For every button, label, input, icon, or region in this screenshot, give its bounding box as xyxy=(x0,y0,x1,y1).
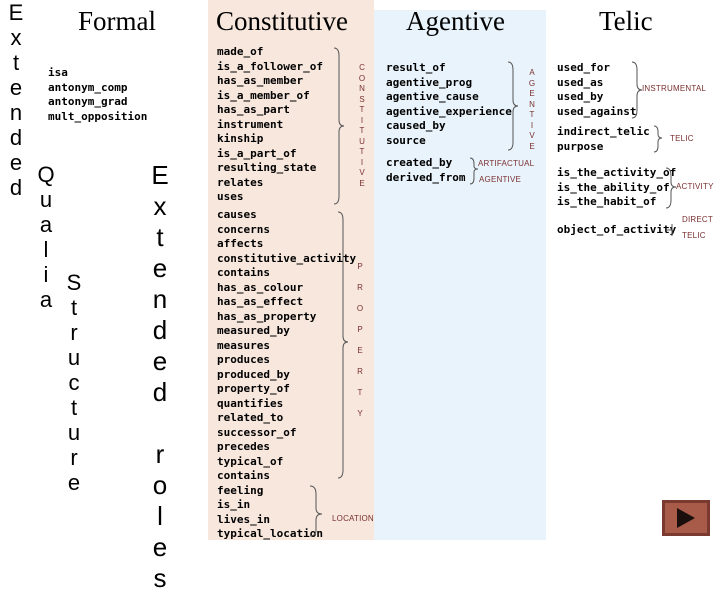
list-item: is_a_part_of xyxy=(217,146,297,160)
list-item: agentive_cause xyxy=(386,90,479,103)
list-item: used_as xyxy=(557,75,604,89)
list-item: uses xyxy=(217,190,244,203)
agentive-bracket xyxy=(507,61,519,151)
qualia-vertical-label: Q u a l i a xyxy=(37,162,55,312)
list-item: affects xyxy=(217,237,264,250)
next-slide-button[interactable] xyxy=(662,500,710,536)
list-item: has_as_member xyxy=(217,74,304,87)
list-item: caused_by xyxy=(386,119,446,132)
list-item: lives_in xyxy=(217,512,270,526)
list-item: is_a_follower_of xyxy=(217,59,323,73)
activity-label: ACTIVITY xyxy=(676,182,714,191)
instrumental-relation-list: used_for used_as used_by used_against xyxy=(557,61,636,119)
direct-telic-relation-list: object_of_activity xyxy=(557,223,676,238)
list-item: made_of xyxy=(217,45,264,58)
list-item: mult_opposition xyxy=(48,109,148,123)
list-item: antonym_grad xyxy=(48,95,128,108)
list-item: is_the_ability_of xyxy=(557,180,670,194)
list-item: indirect_telic xyxy=(557,125,650,138)
list-item: precedes xyxy=(217,440,270,453)
telic-panel xyxy=(546,0,720,540)
activity-bracket xyxy=(665,167,677,209)
list-item: isa xyxy=(48,66,68,79)
list-item: relates xyxy=(217,175,264,189)
location-group-label: LOCATION xyxy=(332,514,374,523)
list-item: resulting_state xyxy=(217,161,317,174)
agentive-group-label: A G E N T I V E xyxy=(528,68,536,151)
list-item: produces xyxy=(217,353,270,366)
telic-title: Telic xyxy=(599,6,653,36)
property-group-label: P R O P E R T Y xyxy=(356,262,364,418)
constitutive-title: Constitutive xyxy=(216,6,349,36)
list-item: source xyxy=(386,133,426,147)
list-item: purpose xyxy=(557,139,604,153)
list-item: used_against xyxy=(557,104,637,118)
direct-telic-connector xyxy=(666,224,673,236)
list-item: measures xyxy=(217,338,270,352)
list-item: produced_by xyxy=(217,367,290,381)
constitutive-panel xyxy=(208,0,374,540)
list-item: has_as_colour xyxy=(217,280,304,294)
list-item: has_as_property xyxy=(217,309,317,323)
list-item: derived_from xyxy=(386,170,466,184)
list-item: concerns xyxy=(217,222,270,236)
artifactual-bracket xyxy=(469,157,479,185)
list-item: causes xyxy=(217,208,257,221)
agentive-sub-label: AGENTIVE xyxy=(479,175,522,184)
list-item: is_the_activity_of xyxy=(557,166,677,179)
list-item: antonym_comp xyxy=(48,80,128,94)
list-item: is_in xyxy=(217,498,251,511)
list-item: has_as_part xyxy=(217,103,290,116)
property-bracket xyxy=(337,211,349,479)
list-item: contains xyxy=(217,469,270,482)
list-item: has_as_effect xyxy=(217,295,304,308)
list-item: constitutive_activity xyxy=(217,251,357,265)
list-item: result_of xyxy=(386,61,446,74)
list-item: instrument xyxy=(217,117,284,131)
agentive-relation-list: result_of agentive_prog agentive_cause a… xyxy=(386,61,512,148)
location-bracket xyxy=(309,485,323,537)
list-item: related_to xyxy=(217,411,284,424)
list-item: quantifies xyxy=(217,396,284,410)
list-item: contains xyxy=(217,266,270,279)
list-item: used_by xyxy=(557,90,604,103)
direct-telic-label: TELIC xyxy=(682,231,706,240)
list-item: agentive_experience xyxy=(386,104,512,118)
structure-vertical-label: S t r u c t u r e xyxy=(66,270,82,495)
list-item: is_a_member_of xyxy=(217,88,310,102)
list-item: typical_of xyxy=(217,454,284,468)
telic-group-label: TELIC xyxy=(670,134,694,143)
play-triangle-icon xyxy=(677,508,695,528)
list-item: agentive_prog xyxy=(386,75,473,89)
activity-relation-list: is_the_activity_of is_the_ability_of is_… xyxy=(557,166,676,210)
agentive-panel xyxy=(374,10,546,540)
extended-vertical-label: E x t e n d e d xyxy=(8,0,24,200)
extended-roles-vertical-label: E x t e n d e d r o l e s xyxy=(151,160,169,593)
list-item: successor_of xyxy=(217,425,297,439)
telic-bracket xyxy=(653,125,663,153)
artifactual-relation-list: created_by derived_from xyxy=(386,156,465,185)
formal-panel xyxy=(30,0,208,540)
formal-title: Formal xyxy=(78,6,156,36)
list-item: is_the_habit_of xyxy=(557,195,657,208)
telic-relation-list: indirect_telic purpose xyxy=(557,125,650,154)
constitutive-bracket xyxy=(333,47,345,205)
agentive-title: Agentive xyxy=(406,6,505,36)
list-item: kinship xyxy=(217,132,264,145)
property-relation-list: causes concerns affects constitutive_act… xyxy=(217,208,356,542)
instrumental-bracket xyxy=(631,61,643,119)
direct-label: DIRECT xyxy=(682,215,713,224)
list-item: feeling xyxy=(217,483,264,497)
list-item: object_of_activity xyxy=(557,223,677,236)
constitutive-relation-list: made_of is_a_follower_of has_as_member i… xyxy=(217,45,323,205)
list-item: property_of xyxy=(217,382,290,395)
list-item: measured_by xyxy=(217,324,290,337)
constitutive-group-label: C O N S T I T U T I V E xyxy=(358,63,366,188)
formal-relation-list: isa antonym_comp antonym_grad mult_oppos… xyxy=(48,66,147,124)
list-item: created_by xyxy=(386,156,453,169)
instrumental-label: INSTRUMENTAL xyxy=(642,84,707,93)
list-item: typical_location xyxy=(217,527,323,540)
list-item: used_for xyxy=(557,61,610,74)
artifactual-label: ARTIFACTUAL xyxy=(478,159,535,168)
